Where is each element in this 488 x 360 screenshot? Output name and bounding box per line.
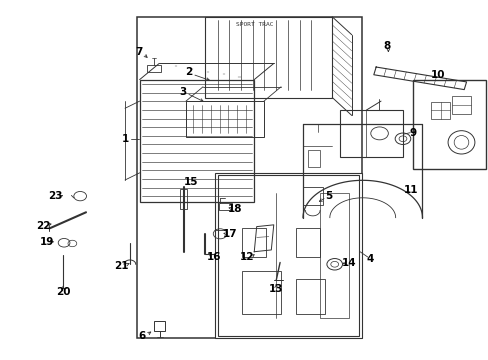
Text: 3: 3 <box>179 87 186 97</box>
Text: 13: 13 <box>268 284 283 294</box>
Bar <box>430 102 449 119</box>
Bar <box>154 321 164 331</box>
Bar <box>320 193 348 318</box>
Text: 10: 10 <box>430 70 445 80</box>
Bar <box>242 228 266 257</box>
Text: 1: 1 <box>121 134 128 144</box>
Text: 9: 9 <box>408 128 415 138</box>
Text: 16: 16 <box>206 252 221 262</box>
Bar <box>295 279 325 315</box>
Bar <box>218 203 232 211</box>
Bar <box>217 175 358 336</box>
Bar <box>147 64 160 72</box>
Text: 11: 11 <box>403 185 418 195</box>
Text: 5: 5 <box>324 191 331 201</box>
Bar <box>179 189 187 209</box>
Text: 23: 23 <box>48 191 62 201</box>
Bar <box>205 17 331 98</box>
Text: 15: 15 <box>183 177 198 187</box>
Polygon shape <box>254 225 273 252</box>
Text: 20: 20 <box>56 287 70 297</box>
Polygon shape <box>373 67 466 90</box>
Text: 7: 7 <box>135 47 142 57</box>
Text: 6: 6 <box>138 331 145 341</box>
Bar <box>185 101 264 137</box>
Text: 17: 17 <box>222 229 237 239</box>
Bar <box>140 80 254 202</box>
Bar <box>339 110 402 157</box>
Text: 8: 8 <box>383 41 390 50</box>
Text: 21: 21 <box>114 261 129 271</box>
Bar <box>451 96 470 114</box>
Text: SPORT TRAC: SPORT TRAC <box>235 22 272 27</box>
Text: 22: 22 <box>36 221 50 231</box>
Text: 14: 14 <box>341 258 355 268</box>
Text: 18: 18 <box>227 204 242 215</box>
Bar <box>303 187 322 205</box>
Bar <box>412 80 485 169</box>
Bar <box>295 228 320 257</box>
Text: 12: 12 <box>240 252 254 262</box>
Bar <box>215 173 361 338</box>
Bar <box>242 271 281 315</box>
Text: 4: 4 <box>366 254 373 264</box>
Bar <box>137 17 361 338</box>
Text: 19: 19 <box>40 237 54 247</box>
Text: 2: 2 <box>184 67 192 77</box>
Bar <box>307 149 320 167</box>
